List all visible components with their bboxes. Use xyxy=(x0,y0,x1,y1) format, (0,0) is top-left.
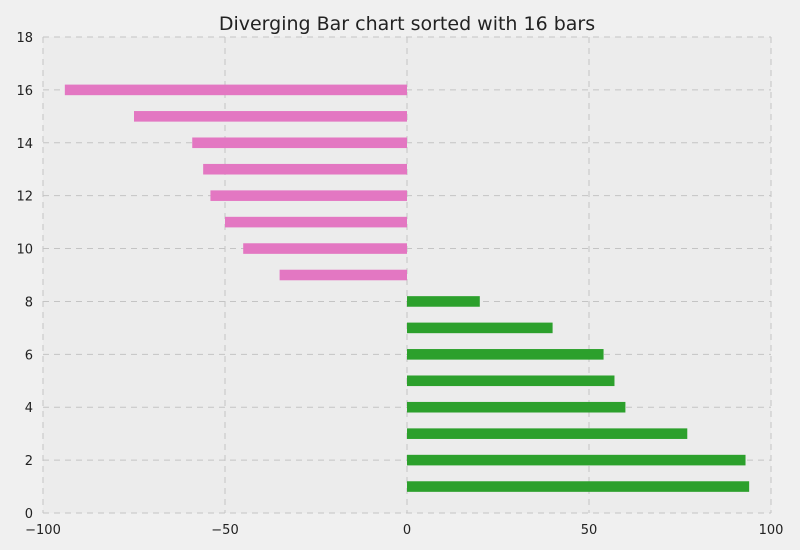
bar xyxy=(407,454,746,466)
y-tick-label: 8 xyxy=(25,295,33,310)
bar xyxy=(243,243,407,254)
bar xyxy=(134,111,407,122)
bar xyxy=(64,84,407,96)
bar xyxy=(407,322,553,334)
bars xyxy=(64,84,750,492)
bar xyxy=(407,401,626,413)
bar xyxy=(407,296,480,307)
y-tick-label: 16 xyxy=(16,84,33,99)
bar xyxy=(407,428,688,439)
y-tick-label: 14 xyxy=(16,137,33,152)
y-tick-label: 0 xyxy=(25,507,33,522)
x-tick-label: 0 xyxy=(403,523,411,538)
y-tick-label: 6 xyxy=(25,348,33,363)
x-tick-label: 50 xyxy=(581,523,598,538)
y-tick-label: 2 xyxy=(25,454,33,469)
chart-title: Diverging Bar chart sorted with 16 bars xyxy=(219,13,595,35)
bar xyxy=(407,349,604,360)
y-tick-label: 12 xyxy=(16,190,33,205)
x-axis-ticks: −100 −50 0 50 100 xyxy=(25,523,783,538)
y-tick-label: 18 xyxy=(16,31,33,46)
y-tick-label: 10 xyxy=(16,243,33,258)
bar xyxy=(203,163,407,175)
bar xyxy=(225,216,407,228)
bar xyxy=(407,375,615,387)
y-tick-label: 4 xyxy=(25,401,33,416)
bar xyxy=(192,137,407,149)
bar xyxy=(210,190,407,201)
x-tick-label: −50 xyxy=(211,523,238,538)
x-tick-label: −100 xyxy=(25,523,61,538)
bar xyxy=(407,481,750,492)
y-axis-ticks: 0 2 4 6 8 10 12 14 16 18 xyxy=(16,31,33,522)
bar xyxy=(279,269,407,281)
x-tick-label: 100 xyxy=(759,523,784,538)
